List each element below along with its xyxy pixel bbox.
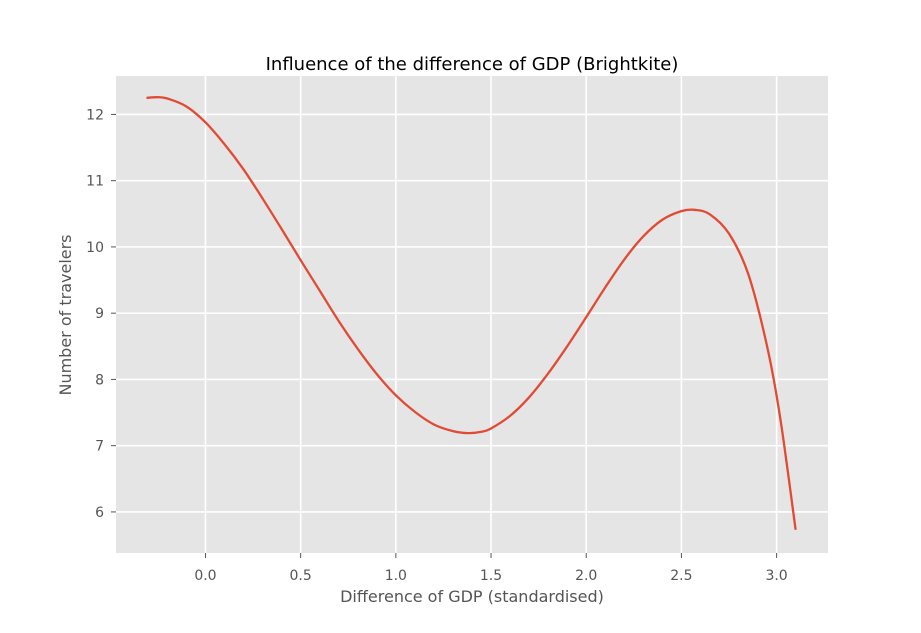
x-tick-label: 0.0 (194, 568, 216, 584)
plot-area (116, 76, 828, 553)
x-tick-label: 0.5 (290, 568, 312, 584)
y-tick-label: 8 (95, 372, 104, 388)
y-tick-label: 6 (95, 505, 104, 521)
y-axis: 6 7 8 9 10 11 12 (86, 107, 116, 521)
x-tick-label: 2.5 (670, 568, 692, 584)
y-tick-label: 11 (86, 174, 104, 190)
x-tick-label: 1.5 (480, 568, 502, 584)
y-tick-label: 9 (95, 306, 104, 322)
chart-title: Influence of the difference of GDP (Brig… (266, 54, 679, 75)
y-tick-label: 7 (95, 439, 104, 455)
x-tick-label: 1.0 (385, 568, 407, 584)
x-tick-label: 2.0 (575, 568, 597, 584)
x-axis: 0.0 0.5 1.0 1.5 2.0 2.5 3.0 (194, 553, 788, 584)
y-axis-label: Number of travelers (56, 234, 75, 395)
y-tick-label: 12 (86, 107, 104, 123)
grid-lines (116, 76, 828, 553)
series-line (146, 96, 797, 530)
y-tick-label: 10 (86, 240, 104, 256)
x-tick-label: 3.0 (765, 568, 787, 584)
x-axis-label: Difference of GDP (standardised) (340, 587, 604, 606)
